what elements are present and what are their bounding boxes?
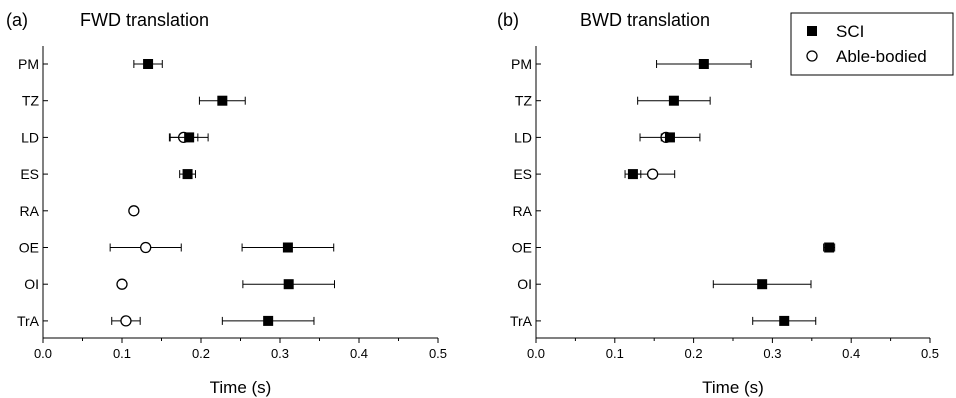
x-tick-label: 0.0 (527, 346, 545, 361)
y-tick-label-oe: OE (512, 240, 532, 256)
legend-label-sci: SCI (836, 22, 864, 41)
legend-marker-sci (807, 26, 817, 36)
point-sci-ld (184, 132, 195, 143)
x-tick-label: 0.2 (685, 346, 703, 361)
y-tick-label-pm: PM (511, 56, 532, 72)
x-tick-label: 0.3 (763, 346, 781, 361)
point-sci-tz (668, 95, 679, 106)
y-tick-label-oe: OE (19, 240, 39, 256)
point-sci-es (627, 169, 638, 180)
y-tick-label-ld: LD (21, 129, 39, 145)
x-axis-title: Time (s) (210, 378, 272, 397)
series-sci (624, 59, 836, 326)
x-tick-label: 0.0 (34, 346, 52, 361)
legend-label-able-bodied: Able-bodied (836, 47, 927, 66)
panel-title: BWD translation (580, 10, 710, 30)
point-sci-oe (282, 242, 293, 253)
x-tick-label: 0.2 (192, 346, 210, 361)
y-tick-label-oi: OI (24, 276, 39, 292)
x-axis-title: Time (s) (702, 378, 764, 397)
point-sci-oi (757, 279, 768, 290)
legend-marker-able-bodied (806, 50, 818, 62)
point-able-bodied-ra (128, 205, 140, 217)
point-sci-oi (283, 279, 294, 290)
legend-box (790, 12, 954, 76)
x-tick-label: 0.5 (429, 346, 447, 361)
chart-panel-b: (b) BWD translation PM TZ LD ES RA OE OI TrA 0.0 0.… (497, 10, 939, 397)
y-tick-label-es: ES (513, 166, 532, 182)
y-tick-label-pm: PM (18, 56, 39, 72)
y-tick-label-es: ES (20, 166, 39, 182)
y-tick-label-oi: OI (517, 276, 532, 292)
y-tick-label-ra: RA (20, 203, 40, 219)
y-tick-label-tz: TZ (515, 93, 533, 109)
x-tick-label: 0.5 (921, 346, 939, 361)
x-tick-label: 0.1 (606, 346, 624, 361)
point-able-bodied-tra (120, 315, 132, 327)
series-sci (133, 59, 336, 326)
x-tick-label: 0.4 (842, 346, 860, 361)
legend: SCI Able-bodied (790, 12, 954, 76)
point-sci-oe (824, 242, 835, 253)
series-able-bodied (109, 131, 199, 327)
point-sci-pm (143, 59, 154, 69)
point-sci-tra (779, 315, 790, 326)
x-tick-label: 0.3 (271, 346, 289, 361)
point-able-bodied-oe (140, 241, 152, 254)
y-tick-label-tra: TrA (17, 313, 40, 329)
y-tick-label-tz: TZ (22, 93, 40, 109)
point-able-bodied-es (646, 168, 659, 180)
point-sci-pm (698, 59, 709, 69)
x-tick-label: 0.1 (113, 346, 131, 361)
point-sci-es (182, 169, 193, 180)
y-tick-label-ra: RA (513, 203, 533, 219)
chart-panel-a: (a) FWD translation PM TZ LD ES RA OE OI TrA 0.0 0.… (6, 10, 447, 397)
panel-label: (b) (497, 10, 519, 30)
x-tick-label: 0.4 (350, 346, 368, 361)
panel-title: FWD translation (80, 10, 209, 30)
y-tick-label-tra: TrA (510, 313, 533, 329)
point-able-bodied-oi (116, 278, 128, 290)
point-sci-tra (263, 315, 274, 326)
point-sci-tz (217, 95, 228, 106)
y-tick-label-ld: LD (514, 129, 532, 145)
point-sci-ld (664, 132, 675, 143)
panel-label: (a) (6, 10, 28, 30)
